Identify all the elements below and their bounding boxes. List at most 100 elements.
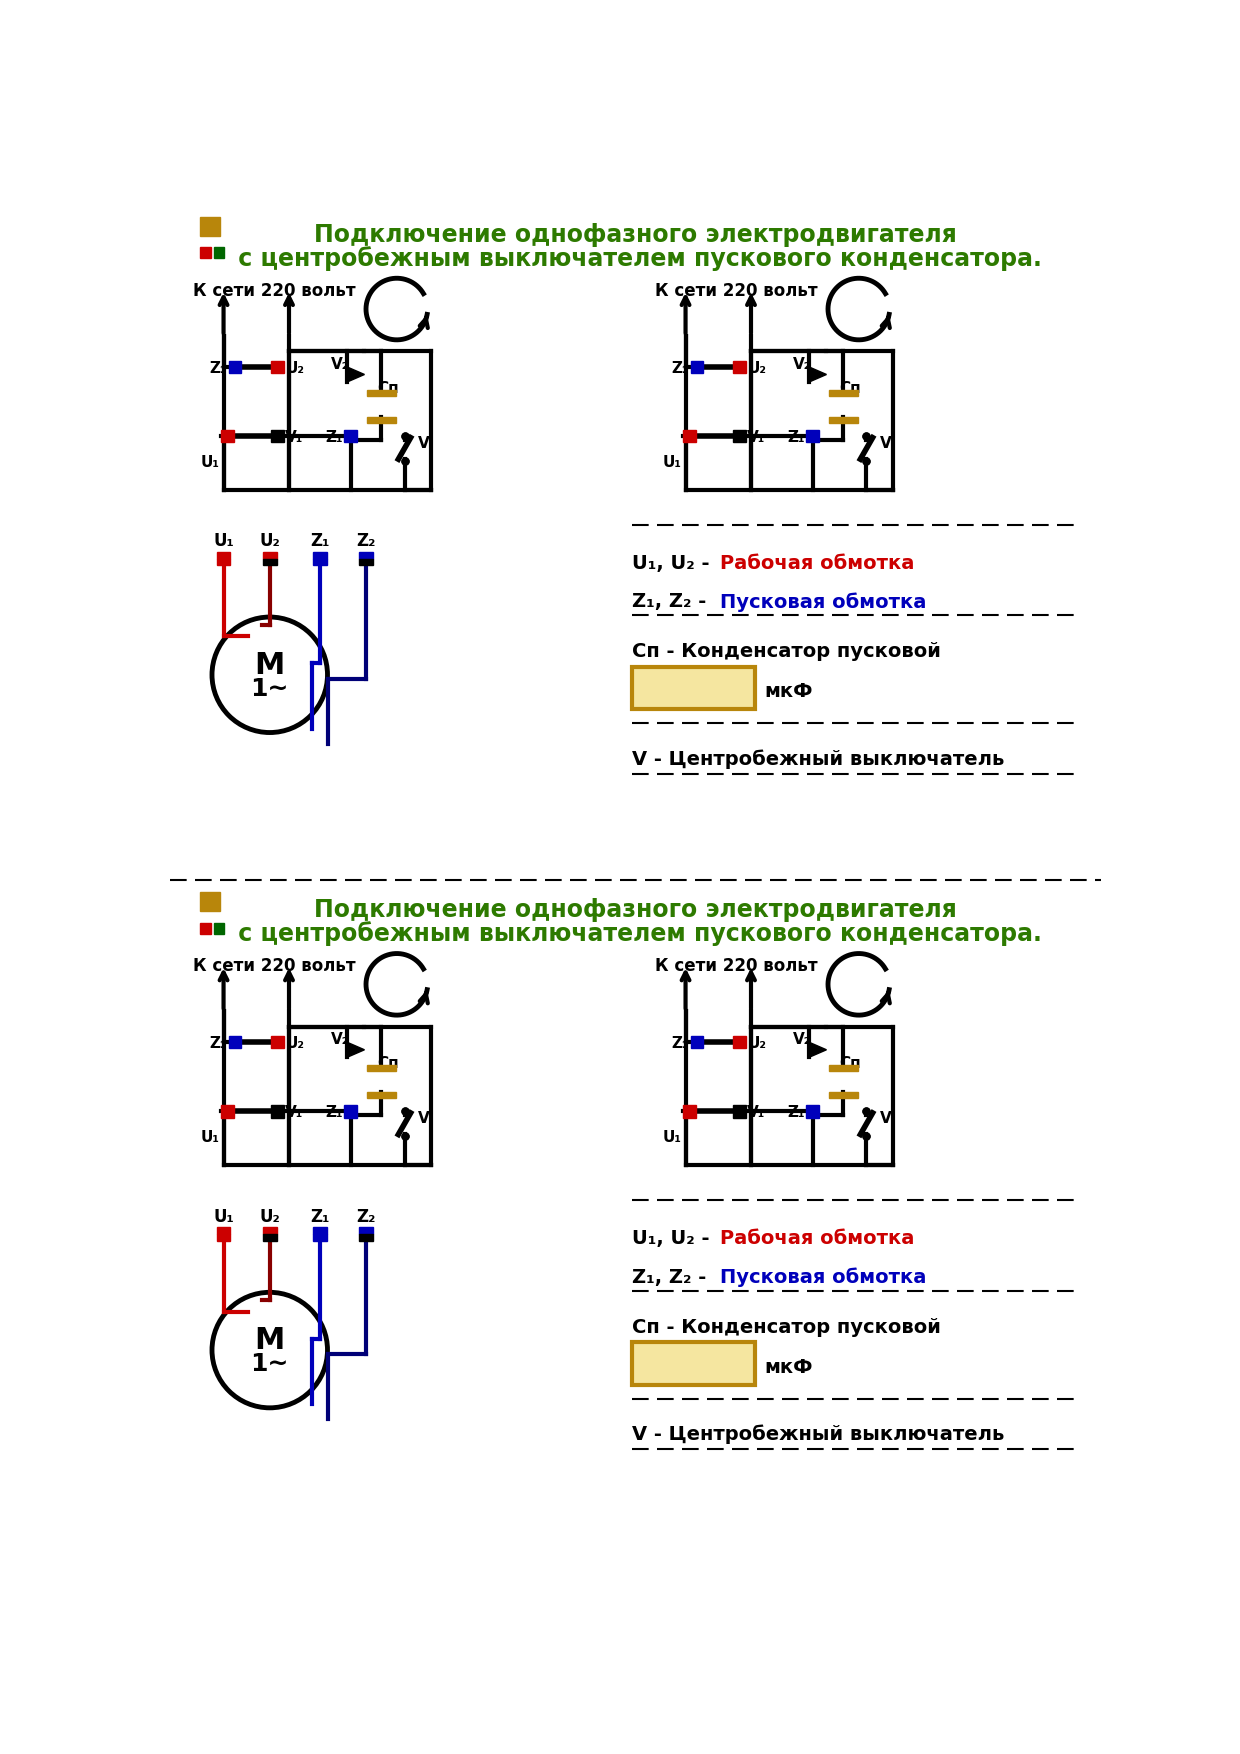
- Bar: [312, 1233, 326, 1240]
- Bar: [360, 551, 373, 558]
- Text: V: V: [418, 1112, 430, 1126]
- Bar: [631, 1342, 755, 1384]
- Bar: [360, 1226, 373, 1233]
- Text: Пусковая обмотка: Пусковая обмотка: [720, 593, 926, 612]
- Text: V₁: V₁: [285, 430, 304, 446]
- Bar: [201, 247, 211, 258]
- Bar: [828, 1065, 858, 1072]
- Text: U₂: U₂: [748, 1037, 766, 1051]
- Text: Рабочая обмотка: Рабочая обмотка: [720, 554, 915, 574]
- Bar: [201, 923, 211, 933]
- Bar: [631, 667, 755, 709]
- Bar: [828, 1093, 858, 1098]
- Text: Z₁: Z₁: [325, 430, 343, 446]
- Text: Пусковая обмотка: Пусковая обмотка: [720, 1268, 926, 1287]
- Polygon shape: [808, 1042, 826, 1058]
- Text: V₂: V₂: [331, 1031, 350, 1047]
- Bar: [213, 247, 224, 258]
- Text: 1∼: 1∼: [250, 677, 289, 700]
- Bar: [201, 217, 219, 235]
- Bar: [217, 551, 231, 558]
- Text: V₂: V₂: [794, 1031, 812, 1047]
- Text: V₁: V₁: [748, 1105, 765, 1121]
- Polygon shape: [347, 367, 365, 382]
- Bar: [272, 1105, 284, 1117]
- Text: U₁: U₁: [662, 1130, 682, 1145]
- Text: Сп: Сп: [839, 381, 861, 396]
- Text: Z₂: Z₂: [672, 1037, 689, 1051]
- Bar: [733, 1037, 745, 1049]
- Text: Z₂: Z₂: [356, 1209, 376, 1226]
- Bar: [229, 1037, 242, 1049]
- Text: U₁: U₁: [213, 533, 234, 551]
- Bar: [806, 1105, 818, 1117]
- Text: V: V: [880, 1112, 892, 1126]
- Text: Z₂: Z₂: [356, 533, 376, 551]
- Text: U₁, U₂ -: U₁, U₂ -: [631, 554, 715, 574]
- Bar: [272, 361, 284, 374]
- Bar: [367, 417, 396, 423]
- Bar: [733, 361, 745, 374]
- Bar: [217, 1233, 231, 1240]
- Text: U₁: U₁: [201, 454, 219, 470]
- Bar: [312, 1226, 326, 1233]
- Bar: [217, 1226, 231, 1233]
- Text: Z₂: Z₂: [672, 361, 689, 375]
- Text: U₂: U₂: [285, 361, 304, 375]
- Bar: [691, 361, 703, 374]
- Text: Сп: Сп: [377, 381, 399, 396]
- Bar: [221, 1105, 233, 1117]
- Text: V: V: [880, 437, 892, 451]
- Text: Z₁: Z₁: [325, 1105, 343, 1121]
- Text: с центробежным выключателем пускового конденсатора.: с центробежным выключателем пускового ко…: [229, 921, 1042, 945]
- Bar: [201, 893, 219, 910]
- Text: К сети 220 вольт: К сети 220 вольт: [655, 282, 817, 300]
- Text: Z₁: Z₁: [310, 1209, 330, 1226]
- Text: U₁: U₁: [201, 1130, 219, 1145]
- Text: U₂: U₂: [285, 1037, 304, 1051]
- Text: Z₁, Z₂ -: Z₁, Z₂ -: [631, 1268, 713, 1287]
- Bar: [360, 558, 373, 565]
- Text: К сети 220 вольт: К сети 220 вольт: [655, 958, 817, 975]
- Bar: [345, 430, 357, 442]
- Text: Подключение однофазного электродвигателя: Подключение однофазного электродвигателя: [314, 223, 957, 247]
- Text: Z₁: Z₁: [787, 1105, 805, 1121]
- Text: Z₁: Z₁: [310, 533, 330, 551]
- Bar: [263, 1226, 277, 1233]
- Text: Сп: Сп: [377, 1056, 399, 1072]
- Bar: [691, 1037, 703, 1049]
- Text: Сп - Конденсатор пусковой: Сп - Конденсатор пусковой: [631, 642, 940, 661]
- Bar: [360, 1233, 373, 1240]
- Text: Z₂: Z₂: [210, 361, 227, 375]
- Bar: [229, 361, 242, 374]
- Text: U₁, U₂ -: U₁, U₂ -: [631, 1230, 715, 1249]
- Text: M: M: [254, 651, 285, 681]
- Text: V₂: V₂: [794, 356, 812, 372]
- Text: Z₁, Z₂ -: Z₁, Z₂ -: [631, 593, 713, 612]
- Text: V: V: [418, 437, 430, 451]
- Text: с центробежным выключателем пускового конденсатора.: с центробежным выключателем пускового ко…: [229, 246, 1042, 270]
- Text: V₁: V₁: [285, 1105, 304, 1121]
- Bar: [312, 551, 326, 558]
- Bar: [263, 551, 277, 558]
- Bar: [733, 1105, 745, 1117]
- Bar: [733, 430, 745, 442]
- Text: мкФ: мкФ: [764, 682, 812, 702]
- Text: V₂: V₂: [331, 356, 350, 372]
- Bar: [272, 1037, 284, 1049]
- Bar: [683, 430, 696, 442]
- Bar: [367, 389, 396, 396]
- Text: V - Центробежный выключатель: V - Центробежный выключатель: [631, 1424, 1004, 1444]
- Text: Рабочая обмотка: Рабочая обмотка: [720, 1230, 915, 1249]
- Bar: [263, 558, 277, 565]
- Text: Сп: Сп: [839, 1056, 861, 1072]
- Text: Z₁: Z₁: [787, 430, 805, 446]
- Text: V - Центробежный выключатель: V - Центробежный выключатель: [631, 749, 1004, 768]
- Bar: [828, 417, 858, 423]
- Text: 1∼: 1∼: [250, 1352, 289, 1375]
- Text: M: M: [254, 1326, 285, 1356]
- Text: U₂: U₂: [259, 1209, 280, 1226]
- Polygon shape: [808, 367, 826, 382]
- Text: К сети 220 вольт: К сети 220 вольт: [192, 282, 356, 300]
- Bar: [263, 1233, 277, 1240]
